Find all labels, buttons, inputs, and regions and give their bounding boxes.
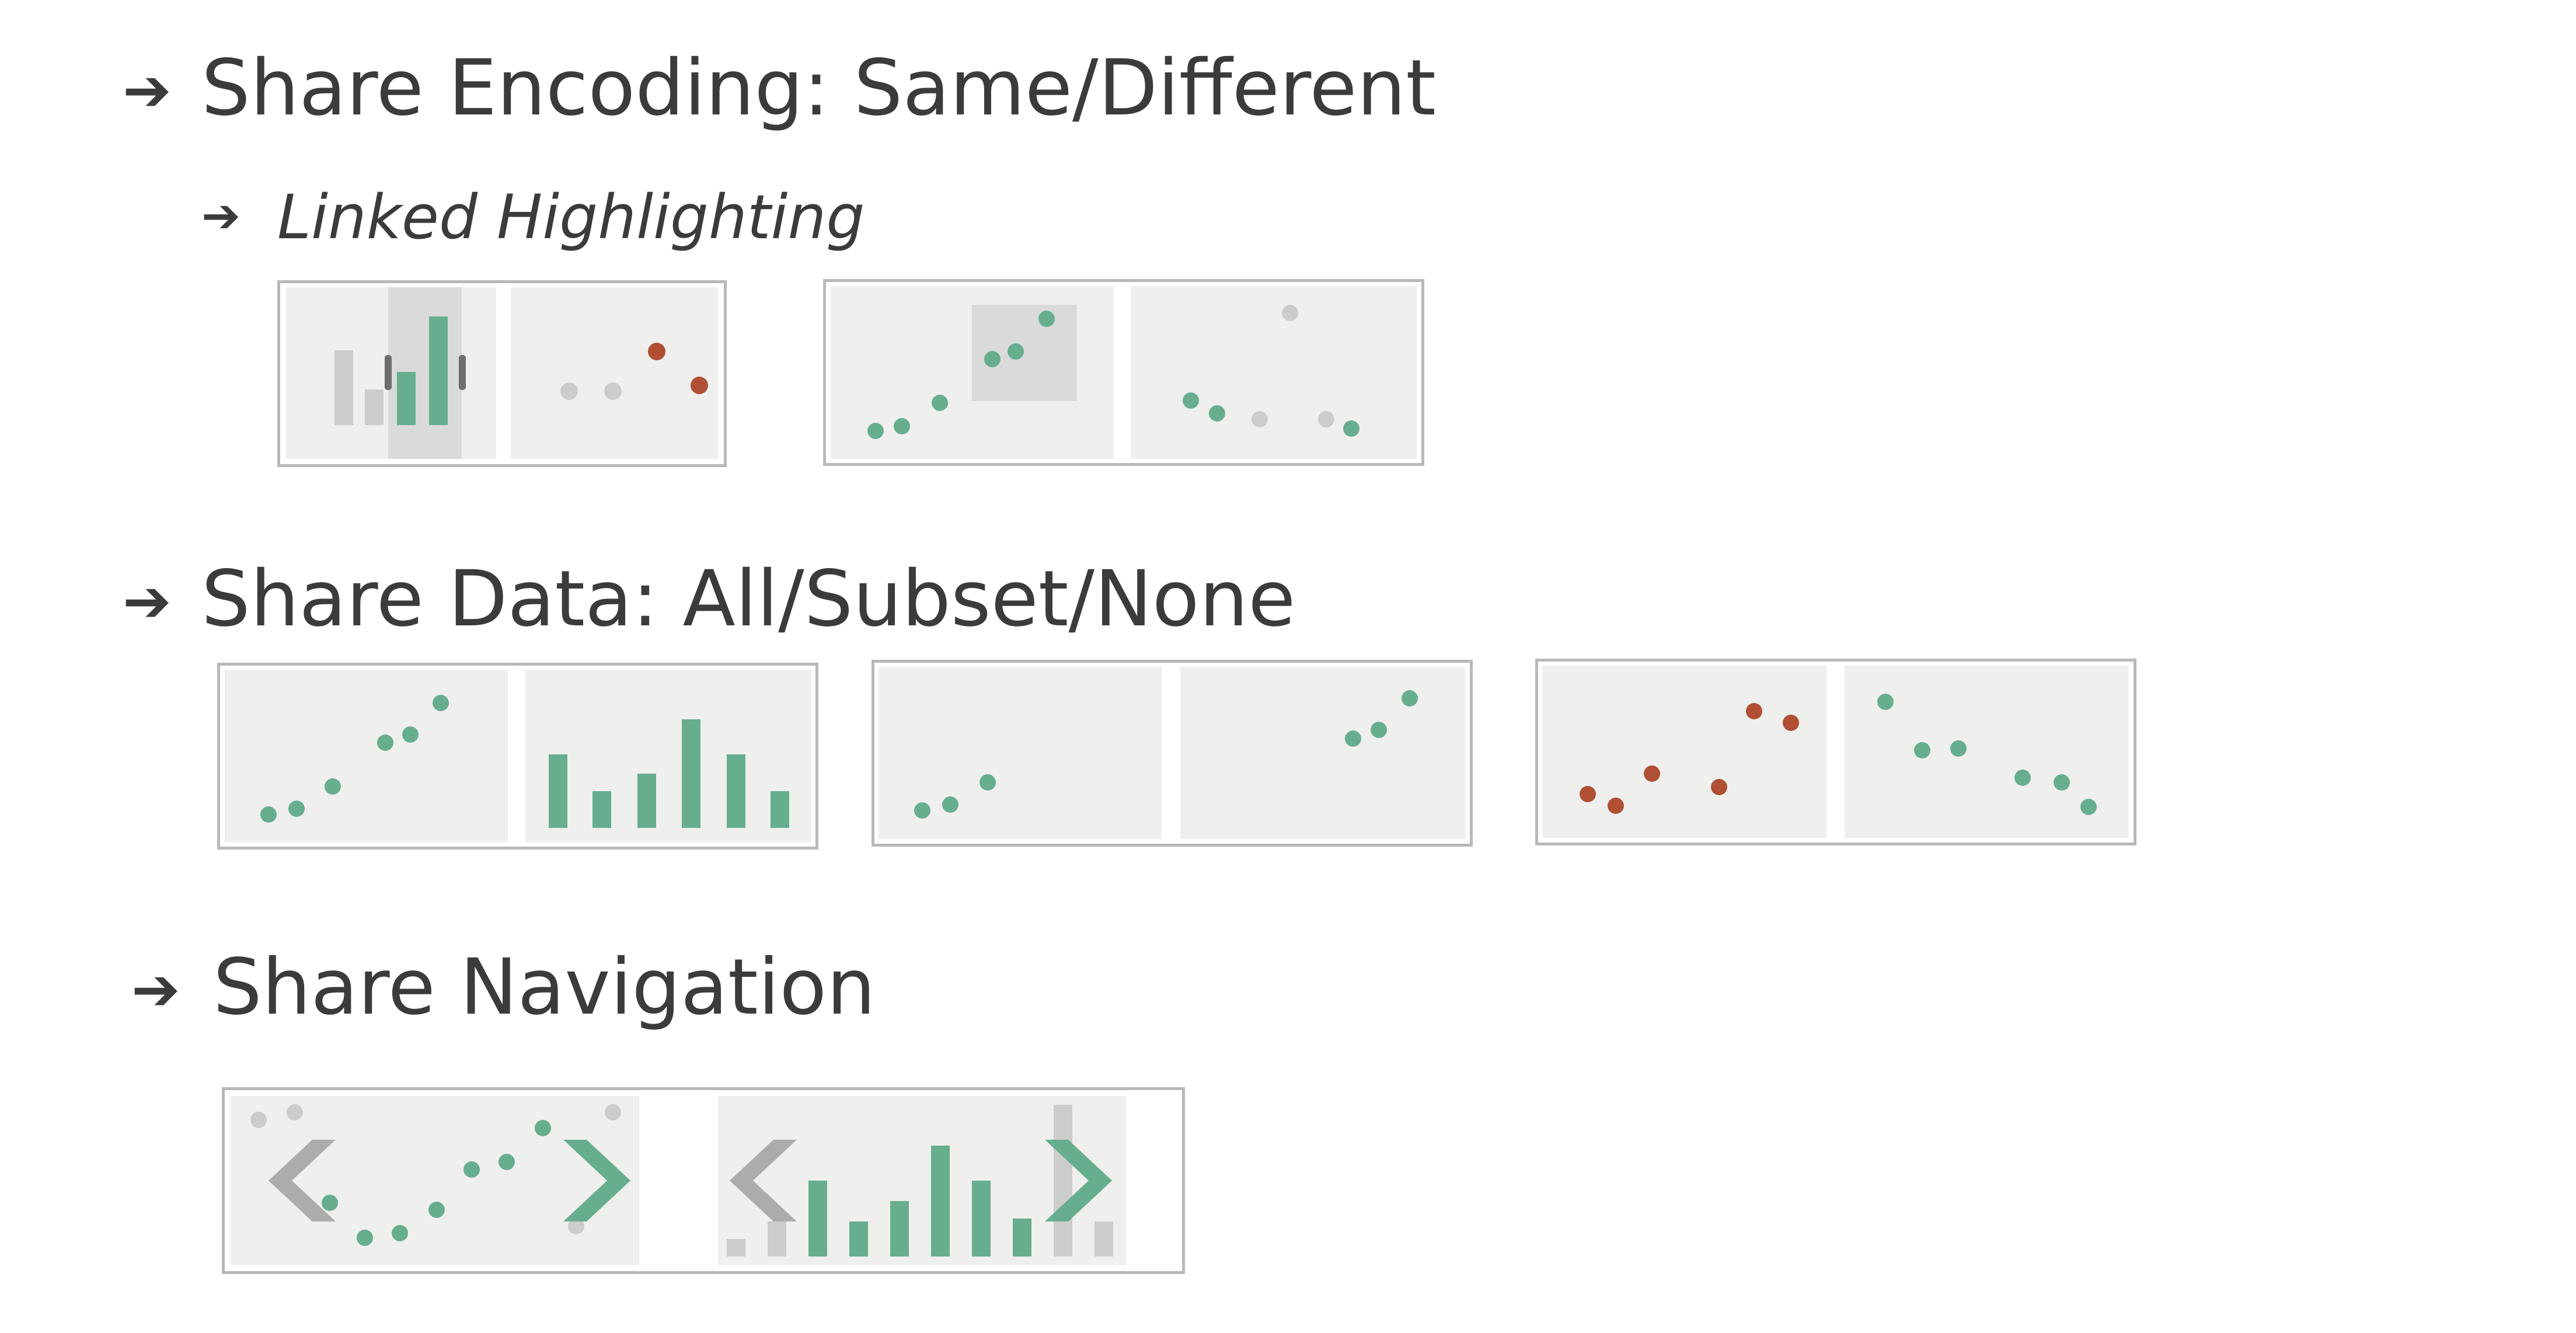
bar (727, 754, 745, 828)
bar (429, 316, 448, 425)
point (1877, 694, 1894, 710)
bar (972, 1181, 991, 1257)
point (2054, 774, 2070, 791)
chevron-left-icon[interactable] (730, 1140, 797, 1221)
point (1746, 703, 1762, 719)
share-data-none (1542, 666, 2129, 838)
point (932, 395, 948, 411)
point (322, 1195, 338, 1211)
point (894, 418, 910, 434)
bar (931, 1146, 950, 1257)
bar (808, 1181, 827, 1257)
point (402, 726, 419, 743)
selection-handle-left (385, 355, 392, 390)
bar (334, 350, 353, 425)
bar (890, 1201, 909, 1257)
point (1644, 765, 1660, 782)
scatter-panel (1542, 666, 1826, 838)
bar (771, 791, 789, 828)
bar (397, 372, 416, 425)
scatter-panel (1180, 667, 1465, 839)
point (604, 382, 622, 400)
scatter-panel (511, 287, 718, 459)
bullet-arrow-icon: ➔ (123, 56, 172, 124)
point (1950, 740, 1967, 757)
point (605, 1104, 621, 1120)
point (288, 801, 305, 817)
point (1038, 311, 1055, 327)
point (260, 806, 277, 823)
chevron-right-icon[interactable] (1045, 1140, 1112, 1221)
point (287, 1104, 303, 1120)
bullet-arrow-icon: ➔ (131, 955, 180, 1024)
share-navigation (231, 1096, 1127, 1265)
point (250, 1112, 267, 1128)
bar (637, 774, 656, 828)
point (1580, 786, 1596, 802)
bar (1013, 1219, 1031, 1257)
bar (1094, 1221, 1113, 1257)
point (1711, 779, 1727, 795)
point (691, 377, 708, 394)
heading-share-data: Share Data: All/Subset/None (201, 554, 1296, 644)
point (1783, 715, 1799, 731)
point (1371, 722, 1387, 738)
point (433, 695, 449, 711)
point (568, 1218, 584, 1234)
bar (768, 1221, 786, 1257)
point (1402, 690, 1418, 706)
bar (365, 389, 384, 425)
chevron-right-icon[interactable] (563, 1140, 630, 1221)
heading-linked-highlighting: Linked Highlighting (277, 182, 865, 253)
selection-handle-right (459, 355, 466, 390)
point (1318, 411, 1334, 427)
bullet-arrow-icon: ➔ (201, 189, 241, 243)
point (1209, 405, 1225, 422)
bar (682, 719, 700, 828)
point (1608, 798, 1624, 814)
point (357, 1230, 373, 1246)
point (325, 778, 341, 795)
point (648, 343, 665, 360)
point (867, 423, 884, 439)
linked-highlighting-example-2 (831, 286, 1417, 459)
heading-share-navigation: Share Navigation (213, 942, 876, 1032)
bar (1054, 1105, 1072, 1257)
point (1252, 411, 1268, 427)
point (914, 802, 930, 819)
bar (849, 1221, 868, 1257)
point (560, 382, 578, 400)
point (463, 1161, 480, 1178)
point (392, 1225, 408, 1241)
point (942, 796, 958, 813)
point (979, 774, 996, 791)
point (1343, 420, 1360, 437)
bar (727, 1239, 745, 1257)
point (499, 1154, 515, 1170)
scatter-panel (1131, 286, 1417, 459)
point (428, 1202, 445, 1218)
linked-highlighting-example-1 (286, 287, 718, 459)
heading-share-encoding: Share Encoding: Same/Different (201, 43, 1437, 133)
point (2014, 770, 2031, 786)
point (1183, 392, 1199, 409)
bullet-arrow-icon: ➔ (123, 567, 172, 635)
point (377, 735, 393, 751)
point (1914, 742, 1930, 758)
point (1282, 305, 1298, 321)
point (984, 351, 1001, 367)
point (1345, 730, 1361, 747)
share-data-all (225, 670, 811, 842)
chevron-left-icon[interactable] (269, 1140, 336, 1221)
point (2080, 799, 2097, 815)
point (1008, 343, 1024, 360)
bar (549, 754, 567, 828)
bar (592, 791, 611, 828)
scatter-panel (231, 1096, 639, 1265)
share-data-subset (879, 667, 1465, 839)
point (535, 1120, 551, 1136)
bar-chart-panel (525, 670, 811, 842)
